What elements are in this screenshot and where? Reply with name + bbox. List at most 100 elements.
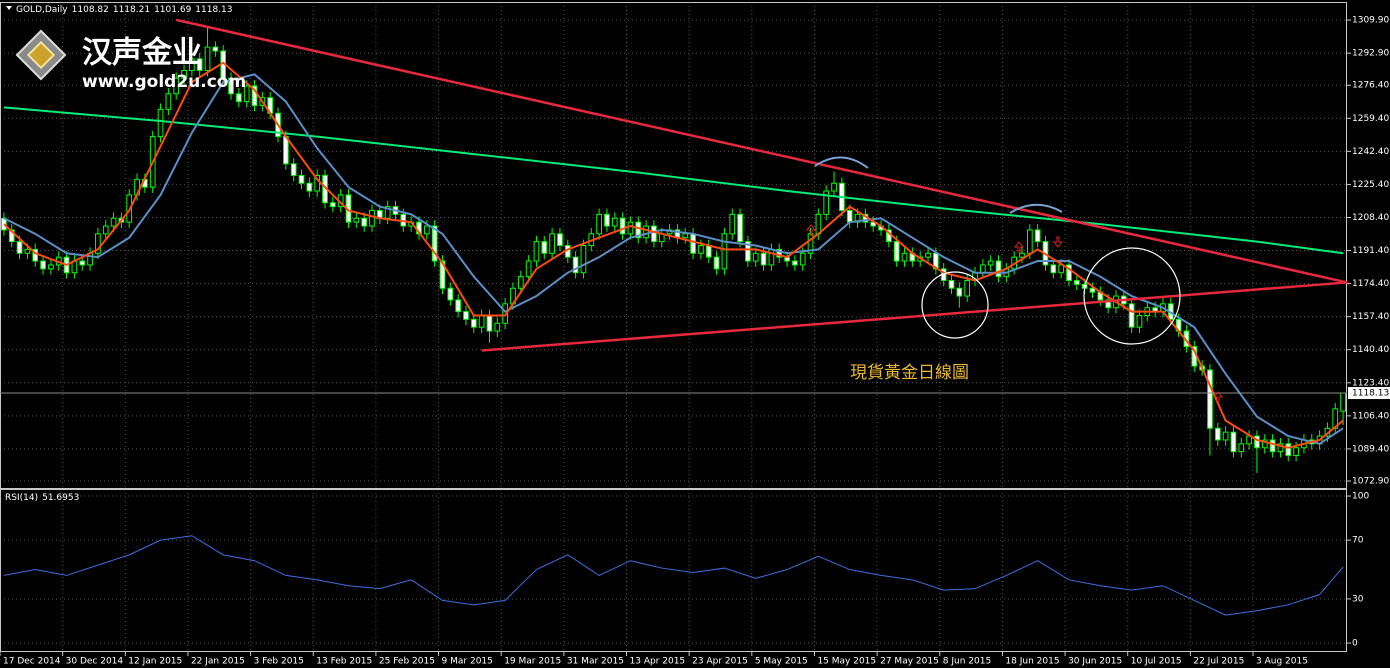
logo-name: 汉声金业: [82, 36, 202, 71]
rsi-title: RSI(14) 51.6953: [5, 493, 79, 503]
y-tick-label: 1292.90: [1352, 49, 1389, 59]
candle-body: [572, 256, 579, 274]
rsi-name: RSI(14): [5, 493, 38, 503]
rsi-line: [3, 535, 1344, 616]
candle-body: [1136, 314, 1143, 328]
logo-url: www.gold2u.com: [82, 72, 246, 92]
candle-body: [236, 93, 242, 103]
candle-body: [611, 217, 618, 227]
x-tick-label: 19 Mar 2015: [504, 657, 561, 667]
open-value: 1108.82: [72, 5, 109, 15]
candle-body: [1238, 443, 1245, 453]
symbol: GOLD,Daily: [16, 5, 68, 15]
candle-body: [541, 241, 548, 254]
candle-body: [604, 213, 610, 227]
candle-body: [1222, 431, 1229, 441]
candle-body: [948, 279, 955, 289]
x-tick-label: 13 Feb 2015: [316, 657, 372, 667]
candle-body: [306, 182, 313, 192]
x-tick-label: 3 Feb 2015: [254, 657, 304, 667]
x-tick-label: 15 May 2015: [817, 657, 876, 667]
candle-body: [979, 264, 986, 274]
candle-body: [157, 108, 164, 138]
x-tick-label: 23 Apr 2015: [692, 657, 748, 667]
candle-body: [776, 248, 783, 258]
candle-body: [533, 241, 540, 262]
candle-body: [1034, 229, 1041, 243]
candle-body: [1105, 299, 1111, 309]
candle-body: [752, 252, 759, 262]
candle-body: [353, 217, 360, 223]
grid-layer: [0, 2, 1351, 656]
candle-body: [181, 69, 187, 79]
arrow-marker: [1013, 241, 1025, 253]
x-tick-label: 22 Jan 2015: [191, 657, 245, 667]
candle-body: [439, 260, 446, 289]
x-tick-label: 27 May 2015: [880, 657, 939, 667]
candle-body: [204, 46, 211, 71]
candle-body: [627, 221, 634, 235]
candle-body: [102, 225, 109, 235]
y-tick-label: 1276.40: [1352, 81, 1389, 91]
candle-body: [596, 213, 602, 235]
candle-body: [635, 221, 642, 239]
candle-body: [110, 217, 117, 227]
arrow-marker: [1212, 391, 1224, 403]
candle-body: [361, 217, 368, 227]
candle-body: [290, 163, 297, 176]
x-tick-label: 5 May 2015: [755, 657, 808, 667]
candle-body: [1261, 439, 1268, 449]
candle-body: [329, 202, 336, 208]
y-tick-label: 1191.40: [1352, 246, 1389, 256]
candle-body: [1277, 443, 1284, 453]
candle-body: [799, 252, 806, 266]
arc-marker: [814, 156, 869, 169]
x-tick-label: 9 Mar 2015: [442, 657, 493, 667]
arrow-marker: [1052, 236, 1064, 248]
annotation: 現貨黃金日線圖: [850, 363, 969, 383]
candle-body: [1073, 279, 1080, 285]
y-tick-label: 1259.40: [1352, 114, 1389, 124]
candle-body: [737, 213, 743, 243]
moving-average: [3, 106, 1344, 255]
candle-body: [729, 213, 736, 235]
y-tick-label: 100: [1352, 492, 1369, 502]
candle-body: [901, 252, 908, 262]
candle-body: [463, 311, 469, 320]
candle-body: [24, 248, 31, 254]
candle-body: [619, 217, 626, 235]
high-value: 1118.21: [113, 5, 150, 15]
candle-body: [173, 77, 180, 95]
price-title: GOLD,Daily 1108.82 1118.21 1101.69 1118.13: [16, 5, 233, 15]
candle-body: [525, 260, 532, 278]
last-price-box: [1348, 387, 1390, 400]
x-tick-label: 10 Jul 2015: [1131, 657, 1182, 667]
candle-body: [807, 233, 814, 254]
candle-body: [494, 322, 501, 332]
candle-body: [643, 225, 649, 239]
candle-body: [478, 314, 485, 328]
candle-body: [40, 260, 46, 270]
highlight-circle: [921, 271, 989, 339]
x-tick-label: 18 Jun 2015: [1005, 657, 1059, 667]
y-tick-label: 1089.40: [1352, 444, 1389, 454]
candle-body: [964, 279, 971, 297]
y-tick-label: 1309.90: [1352, 16, 1389, 26]
candle-body: [1230, 431, 1237, 453]
trend-line: [175, 18, 1348, 284]
y-tick-label: 70: [1352, 536, 1364, 546]
candle-body: [1026, 229, 1033, 254]
x-tick-label: 30 Jun 2015: [1068, 657, 1122, 667]
candle-body: [956, 287, 963, 297]
candle-body: [470, 318, 477, 328]
candle-body: [165, 93, 172, 110]
x-tick-label: 8 Jun 2015: [943, 657, 991, 667]
candle-body: [651, 225, 657, 243]
y-tick-label: 1140.40: [1352, 345, 1389, 355]
candle-body: [831, 182, 837, 192]
candle-body: [431, 225, 438, 262]
candle-body: [690, 233, 696, 254]
candle-body: [925, 252, 931, 258]
